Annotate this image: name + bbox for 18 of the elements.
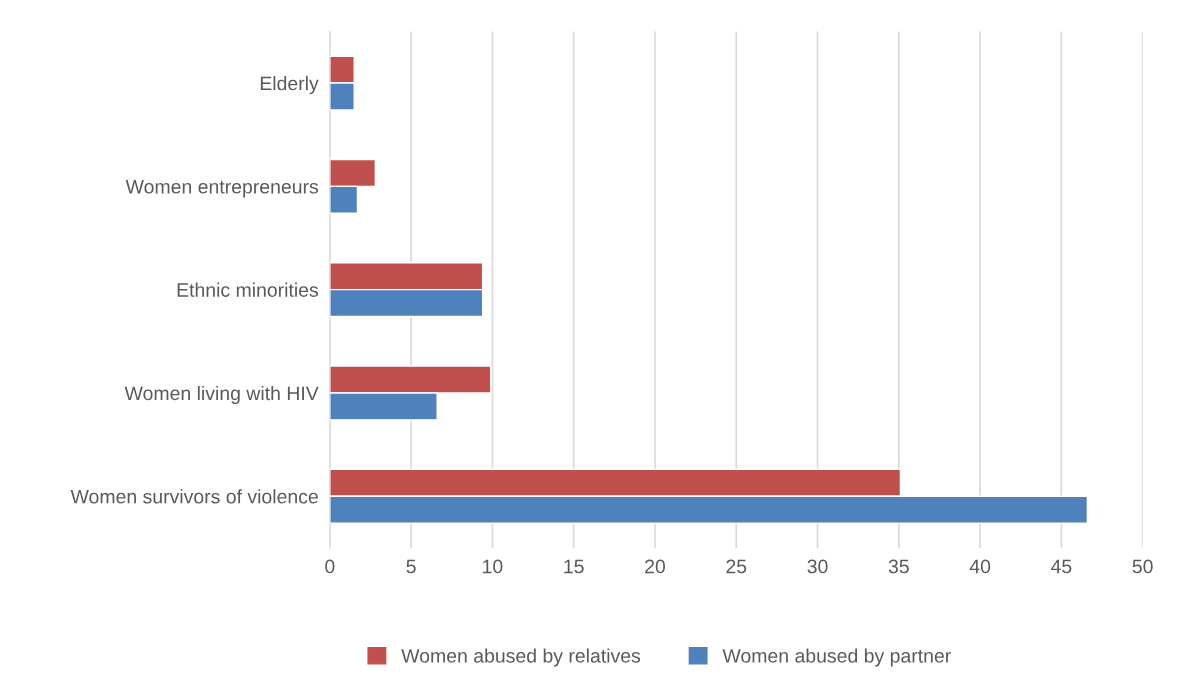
y-tick-label: Elderly [260,76,319,95]
x-tick-label: 35 [888,559,909,574]
legend-label: Women abused by relatives [401,648,641,667]
x-tick-label: 20 [645,559,666,574]
x-tick-label: 5 [406,559,416,574]
x-tick-label: 40 [969,559,991,574]
x-tick-label: 25 [726,559,747,574]
x-tick-label: 30 [807,559,828,574]
x-tick-label: 50 [1132,559,1153,574]
y-tick-label: Women living with HIV [124,385,319,405]
x-tick-label: 15 [564,559,584,574]
y-tick-label: Ethnic minorities [177,282,319,297]
x-tick-label: 45 [1051,559,1072,574]
x-tick-label: 10 [483,559,503,574]
y-tick-label: Women survivors of violence [70,489,318,504]
y-tick-label: Women entrepreneurs [125,180,319,198]
legend-label: Women abused by partner [722,648,951,667]
x-tick-label: 0 [325,559,335,574]
